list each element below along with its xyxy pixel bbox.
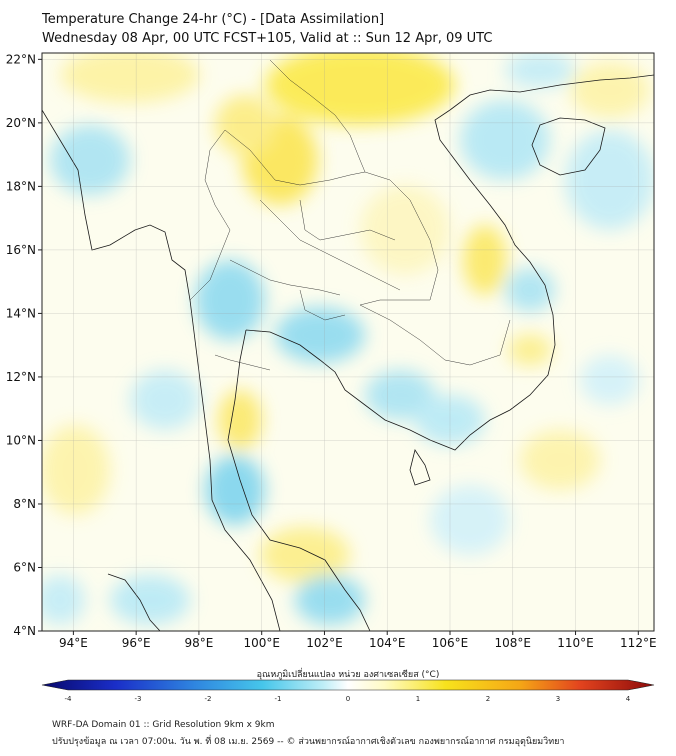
lat-tick-label: 18°N — [6, 179, 36, 193]
lat-tick-label: 6°N — [13, 560, 36, 574]
axis-ticks: 94°E 96°E 98°E 100°E 102°E 104°E 106°E 108°E 110… — [6, 52, 657, 650]
colorbar-tick-label: 3 — [556, 695, 560, 703]
colorbar-tick-label: -4 — [65, 695, 73, 703]
borders — [189, 59, 511, 371]
colorbar-tick-label: 1 — [416, 695, 420, 703]
lat-tick-label: 8°N — [13, 497, 36, 511]
lat-tick-label: 16°N — [6, 243, 36, 257]
footer-credits: ปรับปรุงข้อมูล ณ เวลา 07:00น. วัน พ. ที่… — [52, 737, 565, 747]
lon-tick-label: 100°E — [243, 636, 280, 650]
lon-tick-label: 106°E — [432, 636, 469, 650]
footer-model-info: WRF-DA Domain 01 :: Grid Resolution 9km … — [52, 720, 275, 730]
map-subtitle: Wednesday 08 Apr, 00 UTC FCST+105, Valid… — [42, 31, 493, 46]
lon-tick-label: 104°E — [369, 636, 406, 650]
lon-tick-label: 102°E — [306, 636, 343, 650]
colorbar-tick-label: -3 — [135, 695, 142, 703]
lat-tick-label: 22°N — [6, 52, 36, 66]
lon-tick-label: 98°E — [184, 636, 213, 650]
colorbar-tick-label: 2 — [486, 695, 490, 703]
colorbar-tick-label: -1 — [275, 695, 282, 703]
lon-tick-label: 108°E — [495, 636, 532, 650]
lat-tick-label: 12°N — [6, 370, 36, 384]
coastline — [42, 74, 654, 631]
temperature-field — [42, 53, 654, 631]
lon-tick-label: 112°E — [620, 636, 657, 650]
lat-tick-label: 14°N — [6, 306, 36, 320]
colorbar-tick-label: -2 — [205, 695, 212, 703]
map-frame — [41, 52, 655, 632]
lon-tick-label: 110°E — [557, 636, 594, 650]
lon-tick-label: 94°E — [59, 636, 88, 650]
colorbar: อุณหภูมิเปลี่ยนแปลง หน่วย องศาเซลเซียส (… — [41, 667, 655, 703]
lat-tick-label: 20°N — [6, 116, 36, 130]
colorbar-title: อุณหภูมิเปลี่ยนแปลง หน่วย องศาเซลเซียส (… — [257, 667, 440, 680]
lon-tick-label: 96°E — [122, 636, 151, 650]
lat-tick-label: 4°N — [13, 624, 36, 638]
colorbar-tick-label: 4 — [626, 695, 631, 703]
lat-tick-label: 10°N — [6, 433, 36, 447]
colorbar-tick-label: 0 — [346, 695, 350, 703]
map-title: Temperature Change 24-hr (°C) - [Data As… — [42, 12, 385, 27]
